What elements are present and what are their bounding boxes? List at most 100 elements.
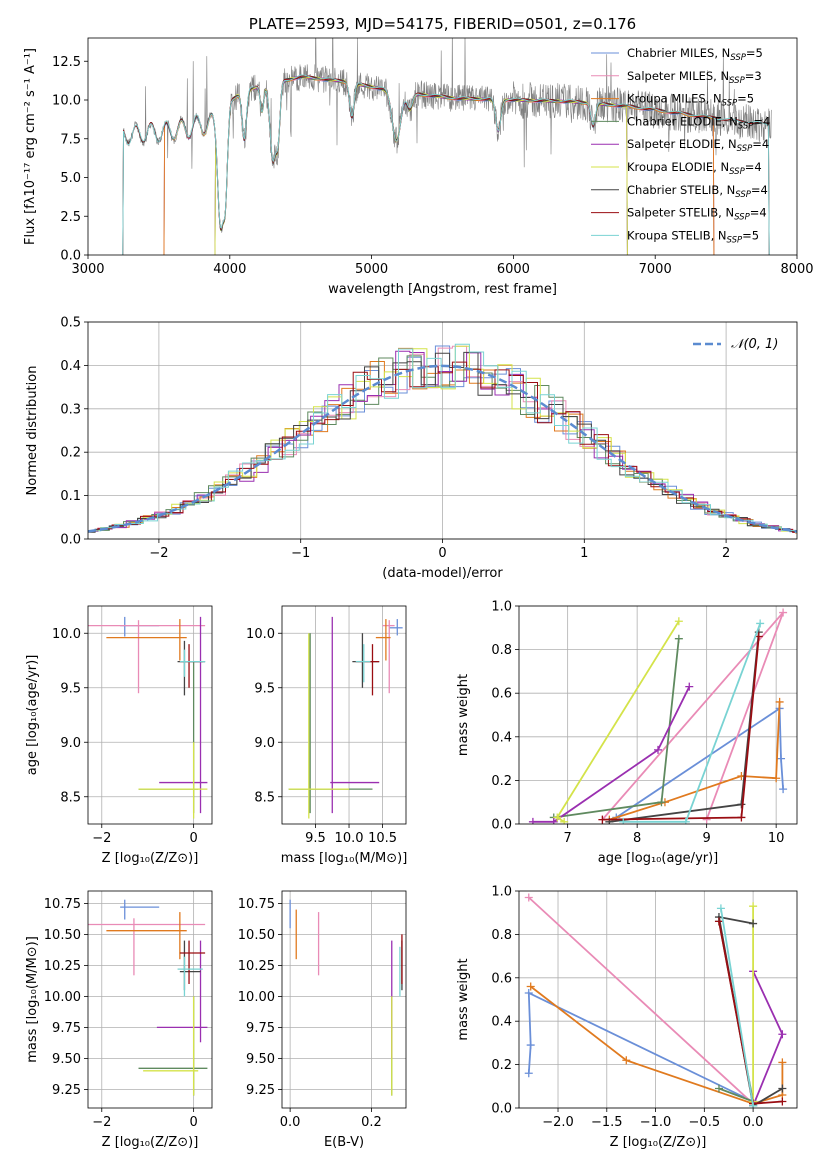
legend-entry: Kroupa STELIB, NSSP=5 — [627, 228, 759, 245]
data-point-marker — [749, 919, 758, 928]
legend-subscript: SSP — [729, 167, 745, 177]
y-tick-label: 10.25 — [44, 959, 81, 974]
plot-area — [122, 38, 772, 255]
y-tick-label: 0.5 — [60, 316, 81, 331]
y-tick-label: 9.50 — [246, 1052, 275, 1067]
plot-frame — [281, 890, 407, 1109]
data-point-marker — [524, 893, 533, 902]
legend-subscript: SSP — [727, 235, 743, 245]
legend-label: Kroupa ELODIE, N — [627, 160, 729, 174]
y-tick-label: 0.8 — [491, 928, 512, 943]
x-tick-label: 6000 — [497, 262, 530, 277]
legend-suffix: =5 — [746, 46, 763, 60]
x-tick-label: −1 — [291, 546, 310, 561]
weight-vs-metallicity-panel: −2.0 −1.5 −1.0 −0.5 0.0 0.0 0.2 0.4 0.6 0.8 1.0 Z [… — [456, 885, 798, 1150]
data-point-marker — [749, 1101, 758, 1108]
y-tick-label: 10.0 — [246, 627, 275, 642]
legend-suffix: =5 — [737, 92, 754, 106]
y-tick-label: 10.00 — [238, 990, 275, 1005]
y-tick-label: 10.0 — [52, 627, 81, 642]
spectrum-panel: 3000 4000 5000 6000 7000 8000 0.0 2.5 5.0 7.5 10.0… — [23, 15, 814, 297]
mass-weight-series — [532, 686, 691, 823]
data-point-marker — [778, 1030, 787, 1039]
plot-area — [88, 343, 797, 534]
x-tick-label: 0.2 — [361, 1115, 382, 1130]
y-tick-label: 0.2 — [491, 1058, 512, 1073]
y-tick-label: 0.2 — [491, 774, 512, 789]
data-point-marker — [526, 982, 535, 991]
x-axis-label: mass [log₁₀(M/M⊙)] — [281, 851, 408, 866]
legend-label: Salpeter STELIB, N — [627, 206, 734, 220]
residual-histogram — [88, 345, 797, 533]
mass-weight-series — [530, 985, 784, 1105]
y-tick-label: 0.6 — [491, 971, 512, 986]
residual-histogram — [88, 347, 797, 534]
x-axis-label: Z [log₁₀(Z/Z⊙)] — [610, 1135, 707, 1150]
mass-weight-series — [720, 908, 754, 1106]
y-axis-label: mass weight — [456, 674, 471, 756]
data-point-marker — [778, 1097, 787, 1106]
y-tick-label: 9.75 — [52, 1021, 81, 1036]
x-tick-label: 8 — [633, 831, 641, 846]
data-point-marker — [553, 813, 562, 822]
x-tick-label: 1 — [580, 546, 588, 561]
data-point-marker — [674, 634, 683, 643]
legend-subscript: SSP — [722, 99, 738, 109]
data-point-marker — [702, 815, 711, 824]
data-point-marker — [549, 817, 558, 824]
model-spectrum-line — [122, 74, 770, 255]
legend-subscript: SSP — [738, 121, 754, 131]
y-tick-label: 5.0 — [60, 171, 81, 186]
legend-entry: Salpeter STELIB, NSSP=4 — [627, 206, 767, 223]
y-tick-label: 0.0 — [60, 533, 81, 548]
y-tick-label: 8.5 — [254, 790, 275, 805]
normal-reference-curve — [88, 364, 797, 533]
y-tick-label: 9.0 — [60, 736, 81, 751]
x-axis-label: age [log₁₀(age/yr)] — [598, 851, 719, 866]
legend-label: Chabrier ELODIE, N — [627, 114, 738, 128]
data-point-marker — [598, 815, 607, 824]
y-tick-label: 0.0 — [491, 818, 512, 833]
data-point-marker — [777, 754, 786, 763]
x-tick-label: 7000 — [639, 262, 672, 277]
data-point-marker — [560, 817, 569, 824]
weight-vs-age-panel: 7 8 9 10 0.0 0.2 0.4 0.6 0.8 1.0 age [log₁₀(age/yr… — [456, 600, 798, 866]
y-tick-label: 9.25 — [246, 1083, 275, 1098]
legend-suffix: =4 — [745, 160, 762, 174]
y-tick-label: 10.25 — [238, 959, 275, 974]
legend-subscript: SSP — [730, 53, 746, 63]
x-axis-label: (data-model)/error — [382, 566, 503, 581]
y-tick-label: 0.4 — [60, 359, 81, 374]
mass-weight-series — [717, 915, 783, 1108]
mass-vs-metallicity-panel: −2 0 9.25 9.50 9.75 10.00 10.25 10.50 10.75 Z [lo… — [25, 890, 213, 1150]
x-tick-label: −2 — [149, 546, 168, 561]
data-point-marker — [681, 817, 690, 824]
x-axis-label: Z [log₁₀(Z/Z⊙)] — [102, 1135, 199, 1150]
data-point-marker — [775, 697, 784, 706]
data-point-marker — [714, 917, 723, 926]
observed-spectrum-line — [123, 38, 772, 233]
data-point-marker — [674, 617, 683, 626]
y-tick-label: 10.50 — [44, 928, 81, 943]
x-tick-label: 10.0 — [335, 831, 364, 846]
plot-area — [88, 616, 208, 819]
y-tick-label: 0.4 — [491, 1015, 512, 1030]
y-tick-label: 10.50 — [238, 928, 275, 943]
y-tick-label: 0.0 — [60, 249, 81, 264]
y-tick-label: 0.4 — [491, 730, 512, 745]
x-tick-label: 0.0 — [280, 1115, 301, 1130]
x-tick-label: 0 — [189, 831, 197, 846]
x-tick-label: 5000 — [355, 262, 388, 277]
data-point-marker — [524, 988, 533, 997]
grid-lines — [282, 606, 406, 824]
y-tick-label: 0.3 — [60, 402, 81, 417]
legend-subscript: SSP — [735, 190, 751, 200]
x-tick-label: −2 — [92, 831, 111, 846]
data-point-marker — [657, 798, 666, 807]
y-tick-label: 9.5 — [60, 681, 81, 696]
y-axis-label: mass [log₁₀(M/M⊙)] — [25, 936, 40, 1063]
data-point-marker — [622, 1056, 631, 1065]
x-tick-label: −1.0 — [640, 1115, 672, 1130]
